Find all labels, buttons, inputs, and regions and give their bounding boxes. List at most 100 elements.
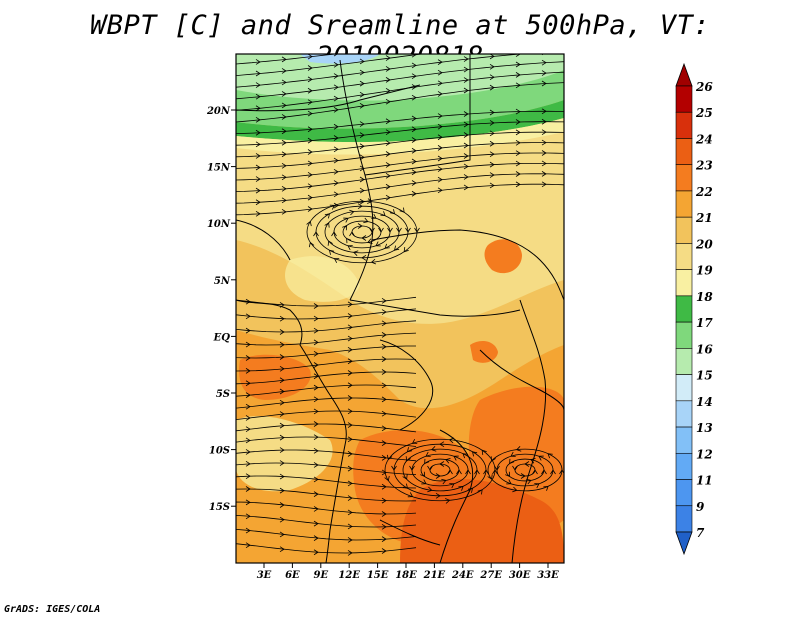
streamline-arrow (361, 254, 367, 261)
colorbar-over-arrow (675, 62, 693, 87)
streamline-arrow (370, 258, 377, 265)
colorbar-label: 16 (696, 342, 713, 356)
streamline-arrow (403, 247, 409, 253)
streamline-arrow (359, 91, 365, 98)
streamline-arrow (279, 473, 285, 480)
streamline-arrow (347, 324, 353, 331)
streamline-arrow (281, 139, 287, 146)
streamline-arrow (515, 171, 521, 177)
streamline (236, 543, 417, 554)
colorbar-segment (675, 348, 693, 375)
streamline-arrow (489, 182, 495, 189)
streamline-arrow (245, 298, 251, 305)
streamline-arrow (516, 446, 522, 452)
streamline-arrow (463, 132, 469, 138)
streamline-arrow (245, 527, 251, 534)
streamline-arrow (347, 358, 353, 365)
streamline-arrow (245, 486, 251, 492)
streamline-arrow (281, 68, 287, 74)
streamline-arrow (515, 160, 521, 167)
streamline (236, 61, 564, 100)
footer-credit: GrADS: IGES/COLA (4, 604, 101, 615)
streamline-arrow (393, 245, 400, 251)
streamline-arrow (245, 368, 251, 374)
colorbar-label: 17 (696, 316, 713, 330)
streamline-arrow (333, 168, 339, 175)
streamline (236, 345, 416, 359)
streamline-arrow (542, 39, 546, 44)
streamline-arrow (458, 485, 464, 491)
streamline-arrow (541, 108, 547, 115)
streamline-arrow (313, 535, 319, 541)
streamline-arrow (313, 231, 319, 237)
colorbar-label: 21 (695, 211, 713, 225)
streamline-arrow (245, 327, 251, 334)
streamline-arrow (425, 451, 431, 457)
colorbar-label: 18 (696, 290, 713, 304)
streamline-arrow (255, 116, 261, 123)
streamline-arrow (333, 95, 339, 102)
streamline-arrow (381, 425, 387, 432)
colorbar-segment (675, 190, 693, 218)
streamline-arrow (359, 154, 365, 161)
streamline-arrow (411, 94, 417, 101)
streamline-arrow (306, 220, 312, 227)
streamline-arrow (328, 249, 335, 255)
streamline (236, 110, 564, 134)
streamline (236, 54, 338, 65)
colorbar-under-arrow (675, 531, 693, 556)
streamline-arrow (255, 199, 261, 206)
streamline-arrow (279, 460, 285, 466)
streamline-arrow (347, 395, 353, 401)
streamline-arrow (333, 123, 339, 130)
streamline (236, 142, 564, 169)
streamline-arrow (467, 487, 474, 493)
streamline-arrow (333, 54, 339, 57)
streamline-arrow (308, 241, 315, 248)
colorbar: 26 25 24 23 22 21 20 19 18 17 16 15 14 13 12 11 9 7 (675, 62, 713, 556)
streamline-arrow (463, 87, 469, 94)
streamline-arrow (380, 211, 386, 217)
streamline-arrow (313, 373, 319, 380)
streamline-arrow (541, 150, 547, 156)
colorbar-segment (675, 400, 693, 428)
streamline-arrow (245, 403, 251, 410)
streamline-arrow (465, 469, 471, 475)
streamline-arrow (505, 471, 511, 478)
streamline-arrow (385, 118, 391, 125)
streamline-arrow (515, 119, 521, 125)
streamline-arrow (490, 43, 494, 48)
lat-tick-label: 10N (207, 219, 231, 230)
streamline-arrow (438, 38, 442, 43)
streamline (236, 54, 425, 76)
streamline-arrow (427, 486, 433, 493)
streamline-arrow (411, 62, 417, 69)
streamline-arrow (279, 341, 285, 348)
streamline-arrow (313, 362, 319, 368)
streamline-arrow (281, 174, 287, 181)
colorbar-segment (675, 111, 693, 139)
streamline-arrow (245, 341, 251, 348)
streamline-arrow (387, 227, 393, 233)
streamline-arrow (346, 237, 352, 244)
streamline-arrow (381, 483, 387, 490)
colorbar-segment (675, 85, 693, 113)
streamline-arrow (515, 108, 521, 115)
streamline-arrow (359, 187, 365, 194)
streamline-arrow (524, 461, 530, 467)
streamline-arrow (381, 497, 387, 504)
streamline-arrow (463, 163, 469, 170)
streamline-arrow (405, 227, 411, 233)
streamline-arrow (489, 54, 495, 60)
colorbar-segment (675, 479, 693, 507)
streamline-arrow (412, 41, 416, 46)
streamline-arrow (411, 126, 417, 133)
colorbar-label: 22 (695, 185, 713, 199)
streamline-arrow (378, 227, 384, 233)
lon-tick-label: 3E (257, 570, 272, 581)
streamline-arrow (245, 542, 251, 549)
streamline-arrow (456, 469, 462, 475)
streamline-arrow (381, 356, 387, 362)
streamline-arrow (385, 140, 391, 146)
streamline-arrow (506, 479, 512, 485)
